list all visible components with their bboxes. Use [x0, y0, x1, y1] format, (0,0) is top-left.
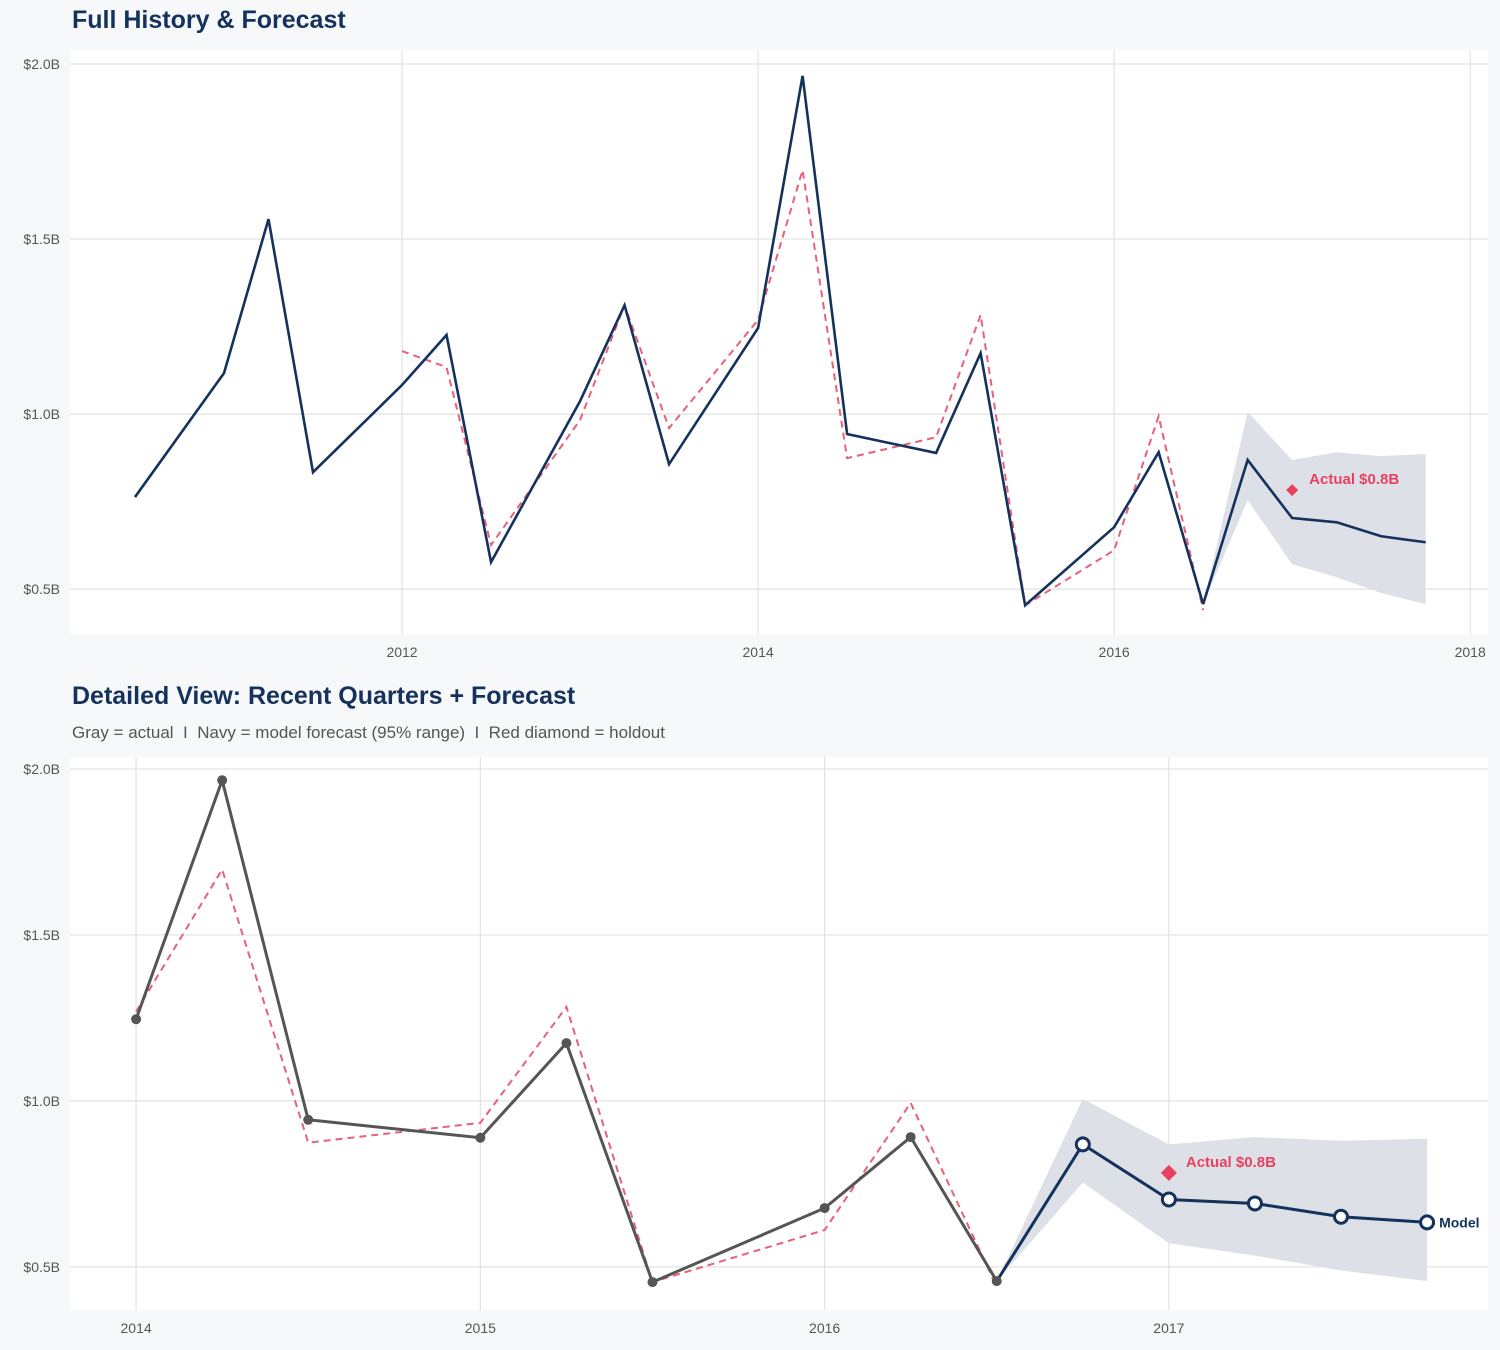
- top-plot-area: [70, 50, 1488, 635]
- bottom-forecast-band: [996, 1098, 1428, 1282]
- top-y-tick-label: $2.0B: [23, 56, 60, 72]
- bottom-actual-point: [217, 775, 228, 786]
- bottom-forecast-point: [1333, 1208, 1350, 1225]
- bottom-actual-point: [475, 1132, 486, 1143]
- top-chart-title: Full History & Forecast: [72, 6, 346, 34]
- bottom-y-tick-label: $1.5B: [23, 927, 60, 943]
- bottom-actual-point: [905, 1132, 916, 1143]
- bottom-chart-subtitle: Gray = actual I Navy = model forecast (9…: [72, 723, 665, 742]
- bottom-chart: $0.5B $1.0B $1.5B $2.0B 2014 2015 2016 2017 Mode…: [23, 757, 1488, 1336]
- bottom-forecast-point: [1246, 1195, 1263, 1212]
- top-holdout-diamond: [1286, 484, 1299, 497]
- bottom-actual-point: [991, 1276, 1002, 1287]
- top-fitted-line: [401, 169, 1205, 611]
- bottom-y-tick-label: $2.0B: [23, 761, 60, 777]
- bottom-actual-point: [561, 1038, 572, 1049]
- top-y-tick-label: $0.5B: [23, 581, 60, 597]
- bottom-forecast-point: [1419, 1214, 1436, 1231]
- bottom-forecast-line: [995, 1142, 1428, 1282]
- top-forecast-band: [1203, 411, 1426, 605]
- bottom-chart-title: Detailed View: Recent Quarters + Forecas…: [72, 682, 576, 710]
- top-y-tick-label: $1.5B: [23, 231, 60, 247]
- top-chart: $0.5B $1.0B $1.5B $2.0B 2012 2014 2016 2018 Actu…: [23, 50, 1488, 660]
- bottom-forecast-point: [1160, 1191, 1177, 1208]
- bottom-actual-point: [819, 1203, 830, 1214]
- top-actual-line: [133, 75, 1205, 608]
- top-x-tick-label: 2014: [743, 644, 774, 660]
- bottom-actual-point: [131, 1014, 142, 1025]
- bottom-fitted-line: [135, 867, 998, 1288]
- bottom-x-tick-label: 2015: [465, 1320, 496, 1336]
- bottom-model-label: Model: [1439, 1214, 1479, 1230]
- top-y-tick-label: $1.0B: [23, 406, 60, 422]
- top-x-tick-label: 2016: [1099, 644, 1130, 660]
- top-holdout-label: Actual $0.8B: [1309, 471, 1399, 488]
- bottom-x-tick-label: 2017: [1153, 1320, 1184, 1336]
- bottom-forecast-point: [1074, 1136, 1091, 1153]
- bottom-y-tick-label: $0.5B: [23, 1259, 60, 1275]
- top-x-tick-label: 2018: [1455, 644, 1486, 660]
- bottom-holdout-label: Actual $0.8B: [1186, 1154, 1276, 1171]
- bottom-actual-point: [303, 1114, 314, 1125]
- bottom-y-tick-label: $1.0B: [23, 1093, 60, 1109]
- bottom-holdout-diamond: [1160, 1164, 1177, 1181]
- bottom-x-tick-label: 2016: [809, 1320, 840, 1336]
- top-forecast-line: [1201, 457, 1426, 605]
- top-x-tick-label: 2012: [386, 644, 417, 660]
- bottom-x-tick-label: 2014: [121, 1320, 152, 1336]
- bottom-actual-point: [647, 1277, 658, 1288]
